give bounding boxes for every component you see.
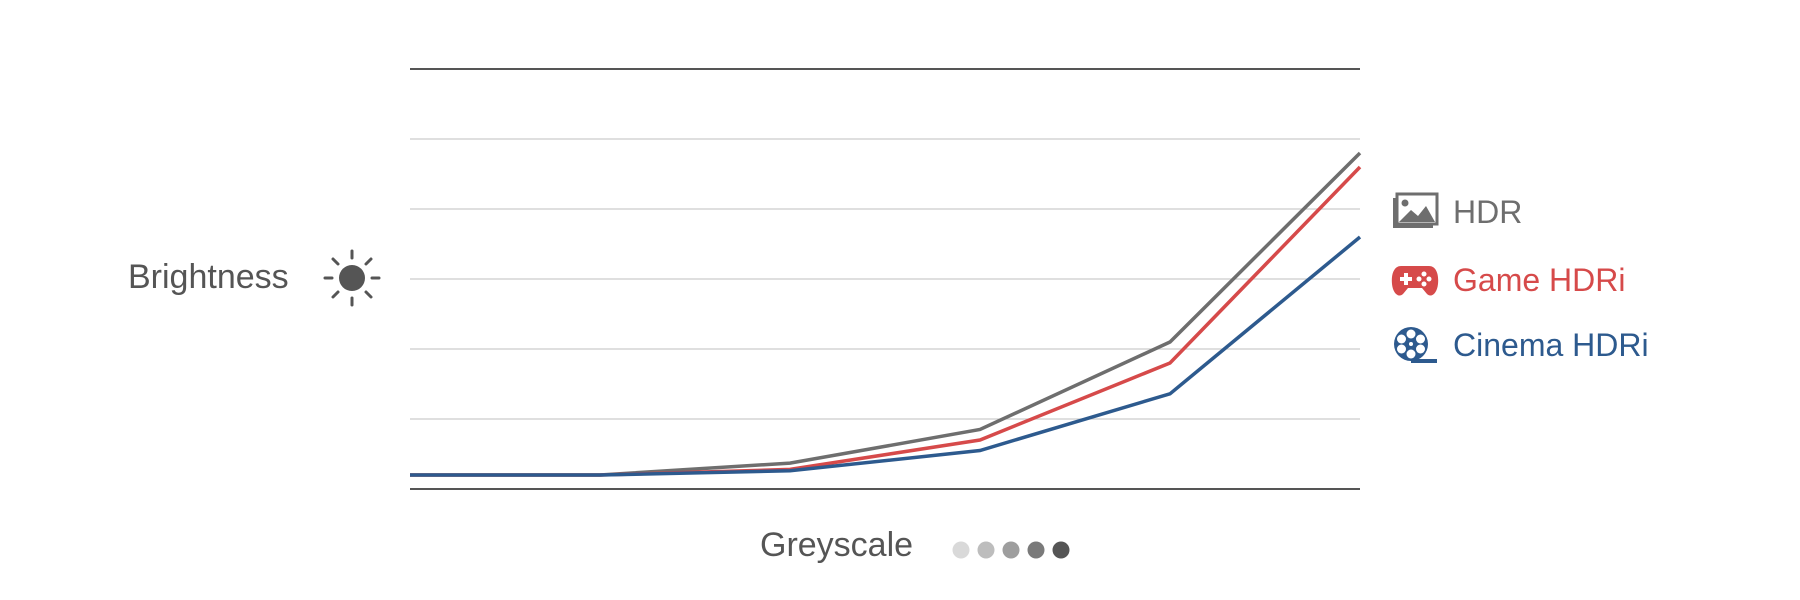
series-line-game-hdri (410, 165, 1362, 477)
series-line-cinema-hdri (410, 235, 1362, 477)
greyscale-dot (977, 541, 995, 559)
film-reel-icon (1394, 327, 1437, 363)
image-icon (1393, 192, 1439, 228)
gamepad-icon (1391, 266, 1439, 296)
greyscale-dot (1002, 541, 1020, 559)
legend-item-game-hdri: Game HDRi (1391, 260, 1625, 300)
greyscale-dot (1052, 541, 1070, 559)
greyscale-dots (952, 541, 1070, 559)
sun-icon (323, 249, 381, 307)
greyscale-dot (952, 541, 970, 559)
legend-label-game-hdri: Game HDRi (1453, 261, 1626, 298)
legend-item-hdr: HDR (1391, 192, 1522, 232)
legend-label-cinema-hdri: Cinema HDRi (1453, 326, 1649, 363)
greyscale-dot (1027, 541, 1045, 559)
legend-item-cinema-hdri: Cinema HDRi (1391, 325, 1649, 365)
y-axis-label: Brightness (128, 258, 289, 296)
series-lines (410, 151, 1362, 477)
x-axis-label: Greyscale (760, 526, 914, 564)
legend-label-hdr: HDR (1453, 193, 1523, 230)
gridlines (410, 68, 1360, 490)
